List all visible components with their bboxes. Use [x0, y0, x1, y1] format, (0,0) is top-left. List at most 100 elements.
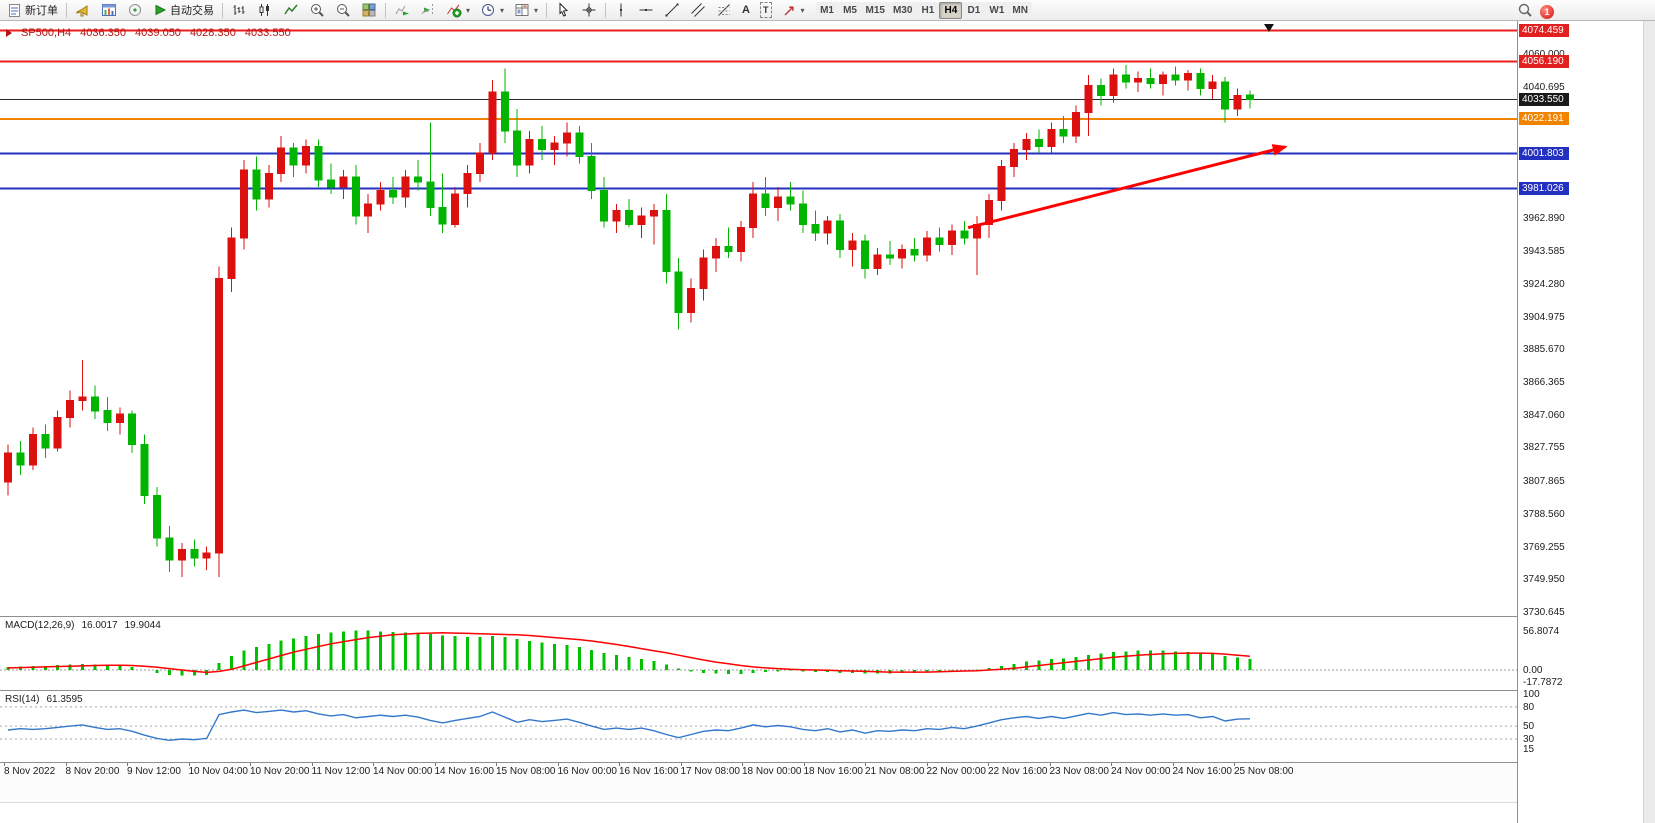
new-order-button[interactable]: 新订单	[2, 1, 63, 20]
price-axis-label: 3730.645	[1523, 607, 1565, 618]
macd-label: MACD(12,26,9) 16.0017 19.9044	[5, 620, 161, 631]
channel-icon	[690, 2, 706, 18]
time-tick	[619, 763, 620, 766]
new-chart-icon	[101, 2, 117, 18]
time-axis-label: 24 Nov 16:00	[1172, 766, 1233, 777]
time-tick	[127, 763, 128, 766]
trendline-icon	[664, 2, 680, 18]
price-badge: 4074.459	[1519, 24, 1569, 37]
auto-scroll-button[interactable]	[389, 1, 415, 20]
chart-shift-icon	[420, 2, 436, 18]
trendline-button[interactable]	[659, 1, 685, 20]
price-axis-label: 3847.060	[1523, 410, 1565, 421]
macd-panel[interactable]	[0, 617, 1517, 690]
macd-signal-value: 19.9044	[124, 620, 161, 631]
indicators-button[interactable]	[441, 1, 475, 20]
price-axis-label: 3962.890	[1523, 213, 1565, 224]
panel-separator[interactable]	[0, 616, 1655, 617]
alerts-button[interactable]	[70, 1, 96, 20]
notification-badge[interactable]: 1	[1540, 4, 1554, 19]
time-tick	[65, 763, 67, 766]
crosshair-button[interactable]	[576, 1, 602, 20]
price-axis-label: 4060.000	[1523, 49, 1565, 60]
time-axis-label: 16 Nov 00:00	[557, 766, 618, 777]
time-axis-label: 8 Nov 20:00	[65, 766, 120, 777]
new-chart-button[interactable]	[96, 1, 122, 20]
rsi-axis-label: 15	[1523, 744, 1535, 755]
symbol-timeframe-label: SP500,H4	[21, 27, 72, 39]
window-edge-strip	[1643, 21, 1655, 823]
timeframe-h1[interactable]: H1	[916, 1, 940, 19]
time-tick	[988, 763, 989, 766]
alerts-icon	[75, 2, 91, 18]
periods-icon	[480, 2, 496, 18]
price-badge: 3981.026	[1519, 182, 1569, 195]
text-icon: A	[742, 4, 750, 16]
market-watch-button[interactable]	[122, 1, 148, 20]
candlestick-chart-button[interactable]	[252, 1, 278, 20]
arrows-icon	[782, 3, 797, 18]
auto-scroll-icon	[394, 2, 410, 18]
panel-separator[interactable]	[0, 690, 1655, 691]
channel-button[interactable]	[685, 1, 711, 20]
timeframe-w1[interactable]: W1	[985, 1, 1009, 19]
autoscroll-marker-icon[interactable]	[1264, 24, 1274, 32]
zoom-out-icon	[335, 2, 351, 18]
bar-chart-button[interactable]	[226, 1, 252, 20]
time-axis-bottom-border	[0, 802, 1517, 803]
close-value: 4033.550	[244, 27, 291, 39]
cursor-button[interactable]	[550, 1, 576, 20]
timeframe-mn[interactable]: MN	[1008, 1, 1032, 19]
price-axis-label: 3924.280	[1523, 279, 1565, 290]
chart-shift-button[interactable]	[415, 1, 441, 20]
rsi-panel[interactable]	[0, 691, 1517, 762]
indicators-add-icon	[446, 2, 462, 18]
time-axis-label: 14 Nov 00:00	[373, 766, 433, 777]
price-badge: 4033.550	[1519, 93, 1569, 106]
time-tick	[1049, 763, 1051, 766]
autotrading-button[interactable]: 自动交易	[148, 1, 219, 20]
timeframe-h4[interactable]: H4	[939, 1, 963, 19]
time-axis-label: 10 Nov 20:00	[250, 766, 310, 777]
price-axis[interactable]: 4060.000 4040.695 3962.890 3943.585 3924.280…	[1517, 21, 1643, 823]
autotrading-label: 自动交易	[170, 5, 214, 17]
timeframe-m15[interactable]: M15	[861, 1, 889, 19]
horizontal-line-button[interactable]	[633, 1, 659, 20]
tile-windows-button[interactable]	[356, 1, 382, 20]
price-axis-label: 3769.255	[1523, 542, 1565, 553]
search-icon[interactable]	[1517, 2, 1533, 21]
time-tick	[311, 763, 313, 766]
time-axis-label: 15 Nov 08:00	[496, 766, 556, 777]
crosshair-icon	[581, 2, 597, 18]
toolbar-right: 1	[1517, 2, 1554, 21]
zoom-out-button[interactable]	[330, 1, 356, 20]
fibonacci-button[interactable]	[711, 1, 737, 20]
time-axis-label: 9 Nov 12:00	[127, 766, 181, 777]
zoom-in-button[interactable]	[304, 1, 330, 20]
price-axis-label: 3807.865	[1523, 476, 1565, 487]
new-order-label: 新订单	[25, 5, 58, 17]
timeframe-m5[interactable]: M5	[838, 1, 862, 19]
arrows-tool-button[interactable]	[777, 1, 810, 20]
line-chart-button[interactable]	[278, 1, 304, 20]
label-tool-button[interactable]: T	[755, 1, 777, 20]
price-badge: 4022.191	[1519, 112, 1569, 125]
time-axis-label: 8 Nov 2022	[4, 766, 56, 777]
templates-button[interactable]	[509, 1, 543, 20]
periods-button[interactable]	[475, 1, 509, 20]
timeframe-d1[interactable]: D1	[962, 1, 986, 19]
rsi-axis-label: 30	[1523, 734, 1535, 745]
vertical-line-button[interactable]	[609, 1, 633, 20]
timeframe-m30[interactable]: M30	[888, 1, 917, 19]
text-tool-button[interactable]: A	[737, 1, 755, 20]
cursor-icon	[555, 2, 571, 18]
chart-area[interactable]: SP500,H4 4036.350 4039.050 4028.350 4033…	[0, 21, 1655, 823]
main-candlestick-chart[interactable]	[0, 22, 1517, 616]
timeframe-m1[interactable]: M1	[815, 1, 839, 19]
rsi-title: RSI(14)	[5, 694, 40, 705]
time-axis-label: 14 Nov 16:00	[434, 766, 495, 777]
chart-ohlc-title: SP500,H4 4036.350 4039.050 4028.350 4033…	[6, 27, 291, 39]
time-axis[interactable]: 8 Nov 2022 8 Nov 20:00 9 Nov 12:00 10 Nov 0…	[0, 763, 1517, 803]
candlestick-chart-icon	[257, 2, 273, 18]
time-axis-label: 17 Nov 08:00	[680, 766, 741, 777]
